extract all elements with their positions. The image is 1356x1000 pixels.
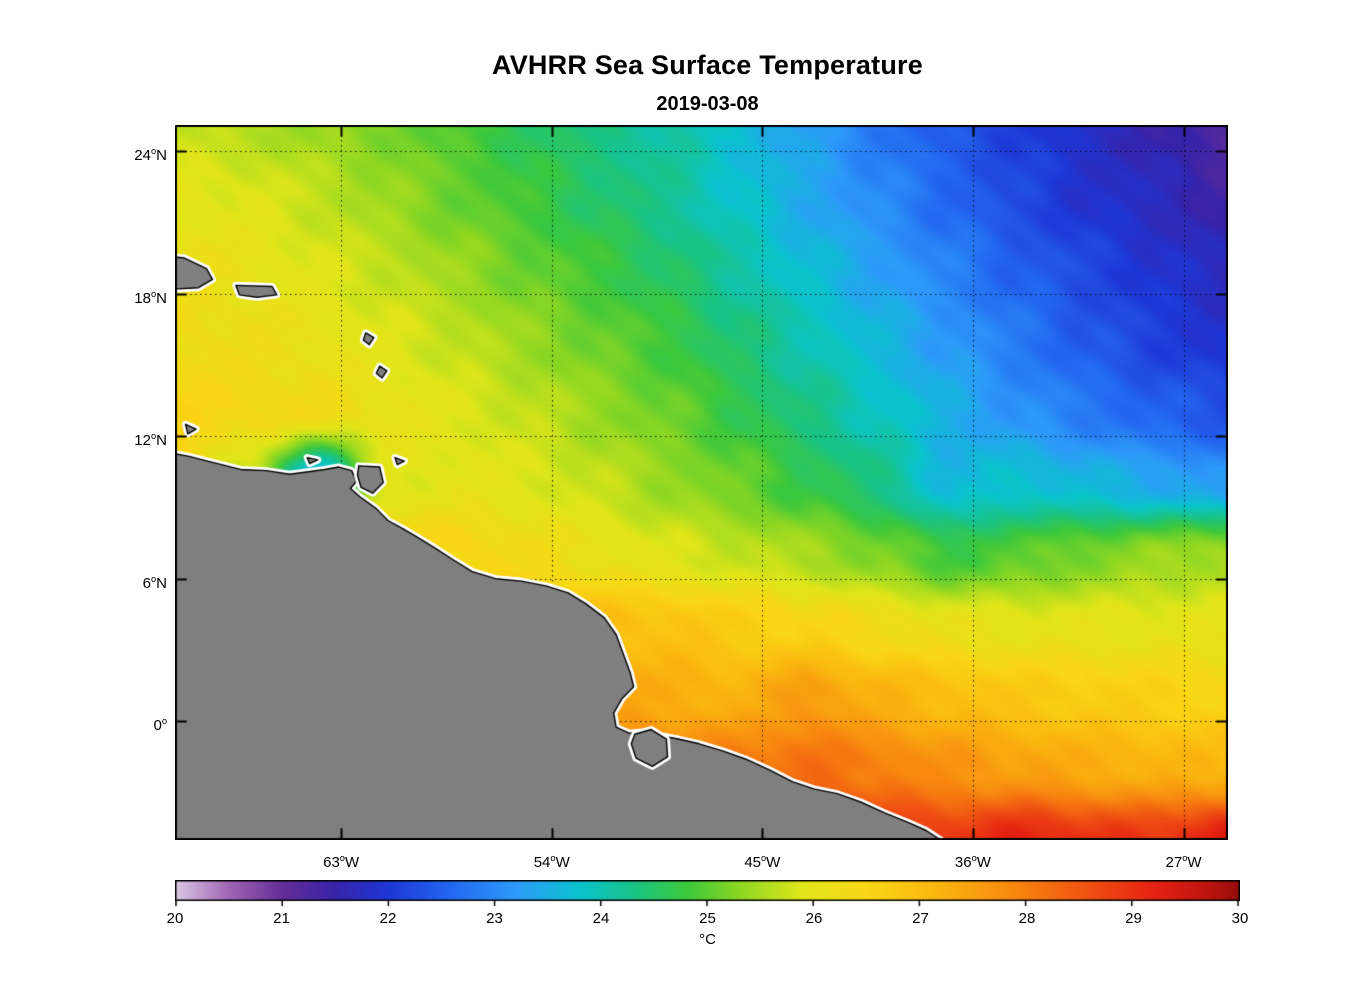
lat-tick-label: 24oN xyxy=(134,146,167,165)
colorbar-tick-label: 29 xyxy=(1125,910,1142,927)
lon-tick-label: 45oW xyxy=(744,853,781,871)
colorbar-tick-label: 28 xyxy=(1018,910,1036,927)
lat-tick-label: 18oN xyxy=(134,288,167,307)
lat-tick-label: 12oN xyxy=(134,431,167,450)
figure-title: AVHRR Sea Surface Temperature xyxy=(492,50,923,80)
lon-tick-label: 54oW xyxy=(533,853,570,871)
colorbar-tick-label: 22 xyxy=(379,910,397,927)
colorbar-tick-label: 20 xyxy=(166,910,184,927)
colorbar-tick-label: 30 xyxy=(1231,910,1249,927)
figure-date-subtitle: 2019-03-08 xyxy=(656,93,759,115)
lat-tick-label: 6oN xyxy=(142,573,167,592)
colorbar-unit-label: °C xyxy=(699,931,716,948)
lon-tick-label: 36oW xyxy=(954,853,991,871)
colorbar-canvas xyxy=(175,880,1240,907)
colorbar-tick-label: 26 xyxy=(805,910,823,927)
lon-tick-label: 27oW xyxy=(1165,853,1202,871)
lon-tick-label: 63oW xyxy=(323,853,360,871)
lat-tick-label: 0o xyxy=(153,716,167,735)
colorbar-tick-label: 25 xyxy=(699,910,716,927)
colorbar-tick-label: 24 xyxy=(592,910,610,927)
colorbar-tick-label: 21 xyxy=(273,910,290,927)
colorbar-tick-label: 23 xyxy=(486,910,503,927)
sst-map-canvas xyxy=(175,125,1228,840)
colorbar-tick-label: 27 xyxy=(912,910,929,927)
